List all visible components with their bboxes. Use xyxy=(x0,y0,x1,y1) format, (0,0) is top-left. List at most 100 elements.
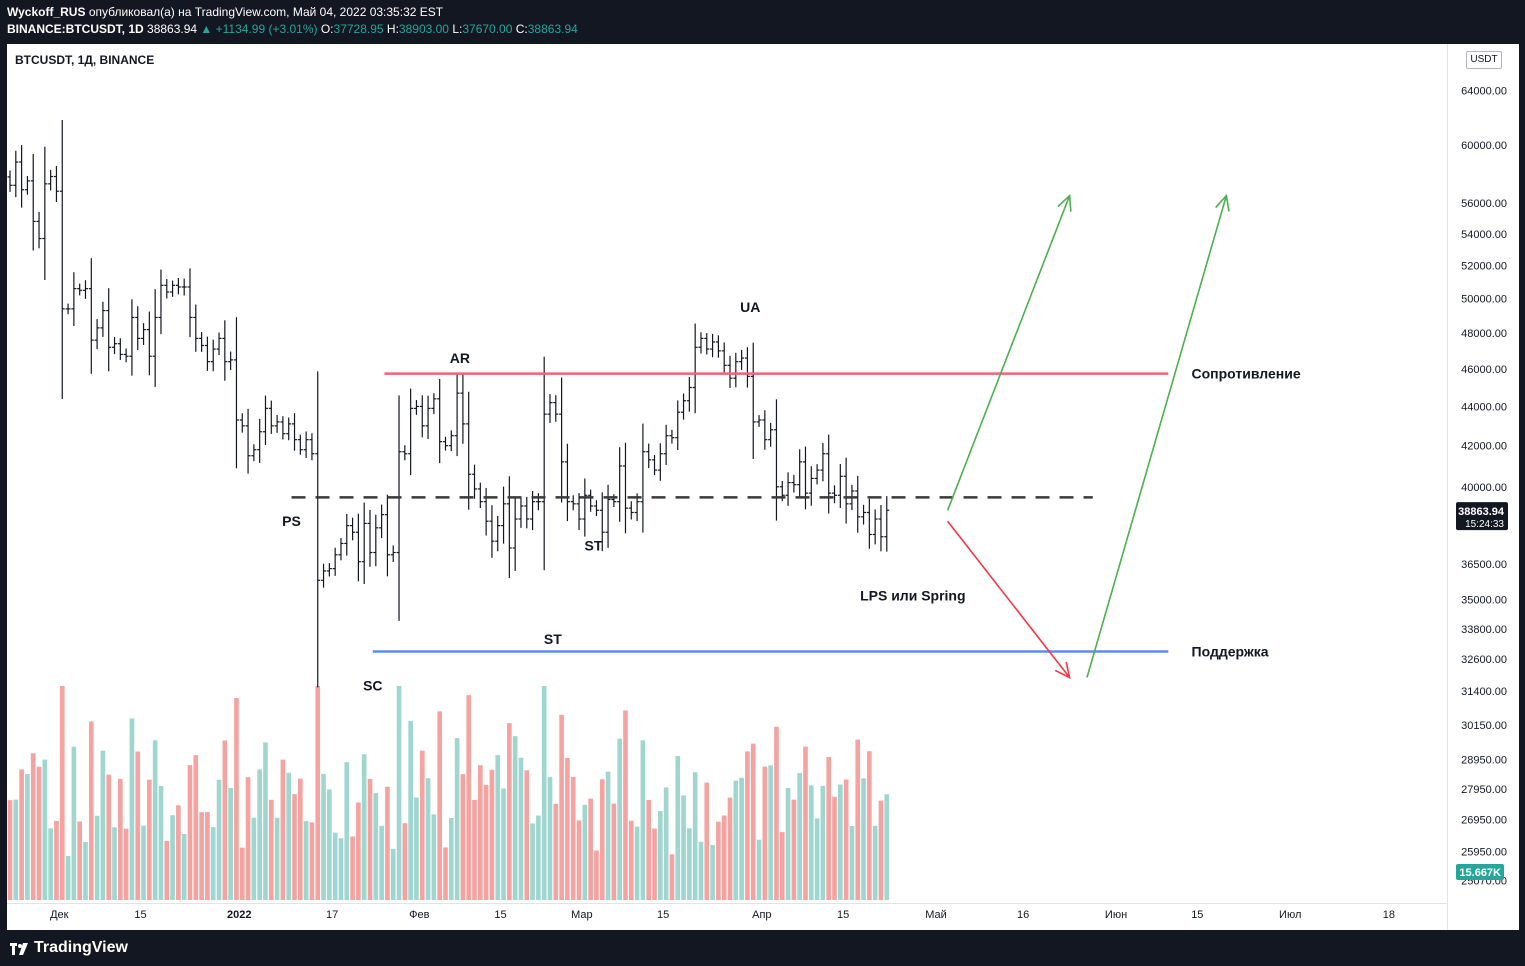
volume-bar xyxy=(59,686,65,900)
volume-bar xyxy=(425,778,431,900)
volume-bar xyxy=(199,812,204,900)
header-bar: Wyckoff_RUS опубликовал(а) на TradingVie… xyxy=(0,0,1525,44)
volume-bar xyxy=(756,839,762,900)
wyckoff-label: SC xyxy=(363,677,382,693)
price-tick-label: 35000.00 xyxy=(1461,594,1507,606)
price-tick-label: 42000.00 xyxy=(1461,441,1507,453)
volume-bar xyxy=(210,827,216,900)
volume-bar xyxy=(559,714,564,900)
volume-bar xyxy=(367,778,373,900)
volume-bar xyxy=(878,800,884,900)
volume-bar xyxy=(361,754,367,900)
price-change: ▲ +1134.99 (+3.01%) xyxy=(200,22,318,36)
price-tick-label: 48000.00 xyxy=(1461,328,1507,340)
volume-bar xyxy=(65,855,71,900)
price-tick-label: 25950.00 xyxy=(1461,847,1507,859)
volume-bar xyxy=(245,777,251,900)
volume-bar xyxy=(292,794,297,900)
volume-bar xyxy=(118,778,123,900)
volume-bar xyxy=(507,723,512,900)
volume-bar xyxy=(147,779,152,900)
volume-bar xyxy=(176,805,181,900)
volume-bar xyxy=(7,800,13,900)
time-tick-label: 18 xyxy=(1383,909,1395,921)
volume-bar xyxy=(257,769,262,900)
volume-bar xyxy=(158,785,164,900)
volume-bar xyxy=(431,814,437,900)
volume-bar xyxy=(327,789,332,900)
open-value: 37728.95 xyxy=(333,22,384,36)
volume-bar xyxy=(414,797,419,900)
volume-bar xyxy=(321,773,326,900)
volume-bar xyxy=(187,765,193,900)
brand-text: TradingView xyxy=(34,939,128,956)
volume-bar xyxy=(814,818,820,900)
volume-bar xyxy=(332,832,338,900)
last-price: 38863.94 xyxy=(147,22,198,36)
volume-bar xyxy=(838,784,843,900)
time-tick-label: 15 xyxy=(134,909,146,921)
volume-bar xyxy=(774,726,779,900)
volume-bar xyxy=(170,815,175,900)
time-tick-label: Апр xyxy=(752,909,771,921)
price-tick-label: 60000.00 xyxy=(1461,140,1507,152)
close-value: 38863.94 xyxy=(527,22,578,36)
volume-bar xyxy=(768,765,773,900)
wyckoff-label: LPS или Spring xyxy=(860,588,965,604)
volume-bar xyxy=(94,815,100,900)
high-label: H: xyxy=(386,22,399,36)
volume-bar xyxy=(309,822,315,900)
author-name[interactable]: Wyckoff_RUS xyxy=(7,5,86,19)
volume-bar xyxy=(512,736,518,900)
volume-bar xyxy=(454,738,460,900)
wyckoff-label: PS xyxy=(282,513,301,529)
volume-bar xyxy=(19,769,24,900)
volume-bar xyxy=(716,821,721,900)
volume-bar xyxy=(808,785,814,900)
volume-bar xyxy=(843,779,849,900)
price-tick-label: 31400.00 xyxy=(1461,686,1507,698)
volume-bar xyxy=(721,815,727,900)
volume-bar xyxy=(762,766,768,900)
volume-bar xyxy=(489,769,495,900)
currency-unit-button[interactable]: USDT xyxy=(1466,51,1502,69)
bearish-arrow xyxy=(947,520,1071,679)
low-label: L: xyxy=(452,22,463,36)
volume-bar xyxy=(356,802,361,900)
last-price-value: 38863.94 xyxy=(1458,506,1505,518)
volume-bar xyxy=(419,750,425,900)
volume-bar xyxy=(628,820,634,900)
volume-bar xyxy=(350,836,355,900)
volume-bar xyxy=(129,718,135,900)
price-tick-label: 30150.00 xyxy=(1461,720,1507,732)
volume-bar xyxy=(303,821,309,900)
time-tick-label: Дек xyxy=(50,909,69,921)
volume-bar xyxy=(675,756,681,900)
volume-bar xyxy=(745,751,750,900)
time-tick-label: 16 xyxy=(1017,909,1029,921)
volume-bar xyxy=(152,740,158,900)
volume-bar xyxy=(750,743,756,900)
close-label: C: xyxy=(515,22,528,36)
high-value: 38903.00 xyxy=(398,22,449,36)
volume-bar xyxy=(385,786,390,900)
volume-bar xyxy=(518,757,524,900)
volume-bar xyxy=(443,847,448,900)
volume-bar xyxy=(408,720,413,900)
tradingview-logo[interactable]: TradingView xyxy=(10,939,128,957)
volume-bar xyxy=(791,799,797,900)
volume-bar xyxy=(373,793,379,900)
volume-bar xyxy=(135,751,141,900)
volume-bar xyxy=(379,825,384,900)
volume-bar xyxy=(268,799,274,900)
volume-bar xyxy=(617,738,622,900)
volume-bar xyxy=(704,782,710,900)
wyckoff-label: ST xyxy=(544,631,562,647)
price-tick-label: 56000.00 xyxy=(1461,198,1507,210)
volume-bar xyxy=(553,803,559,900)
volume-bar xyxy=(396,686,402,900)
volume-bar xyxy=(582,804,588,900)
volume-bar xyxy=(472,799,477,900)
volume-bar xyxy=(460,774,466,900)
